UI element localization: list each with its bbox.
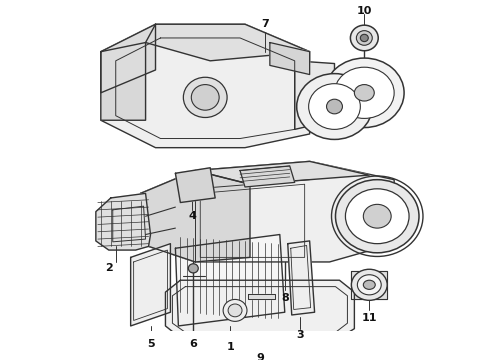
Polygon shape	[240, 166, 294, 187]
Polygon shape	[294, 61, 335, 129]
Circle shape	[356, 31, 372, 45]
Ellipse shape	[351, 269, 387, 300]
Ellipse shape	[357, 275, 381, 295]
Ellipse shape	[309, 84, 360, 129]
Polygon shape	[146, 24, 310, 61]
Ellipse shape	[335, 67, 394, 118]
Ellipse shape	[363, 280, 375, 289]
Ellipse shape	[324, 58, 404, 127]
Polygon shape	[196, 161, 369, 184]
Polygon shape	[166, 280, 354, 338]
Ellipse shape	[363, 204, 391, 228]
Polygon shape	[141, 161, 394, 262]
Polygon shape	[248, 294, 275, 300]
Text: 10: 10	[357, 5, 372, 15]
Text: 4: 4	[188, 211, 196, 221]
Ellipse shape	[183, 77, 227, 117]
Polygon shape	[96, 193, 150, 250]
Circle shape	[188, 264, 198, 273]
Polygon shape	[141, 171, 250, 262]
Text: 2: 2	[105, 264, 113, 273]
Text: 9: 9	[256, 353, 264, 360]
Circle shape	[350, 25, 378, 51]
Polygon shape	[175, 168, 215, 203]
Polygon shape	[131, 244, 171, 326]
Ellipse shape	[345, 189, 409, 244]
Ellipse shape	[297, 73, 372, 139]
Text: 3: 3	[296, 330, 303, 340]
Polygon shape	[351, 271, 387, 298]
Text: 7: 7	[261, 19, 269, 29]
Ellipse shape	[336, 180, 419, 253]
Polygon shape	[175, 234, 285, 326]
Polygon shape	[101, 24, 310, 148]
Text: 6: 6	[189, 339, 197, 349]
Polygon shape	[101, 42, 146, 120]
Ellipse shape	[326, 99, 343, 114]
Polygon shape	[101, 24, 155, 93]
Text: 5: 5	[147, 339, 154, 349]
Ellipse shape	[191, 85, 219, 110]
Ellipse shape	[354, 85, 374, 101]
Text: 8: 8	[281, 293, 289, 303]
Circle shape	[360, 34, 368, 42]
Text: 11: 11	[362, 313, 377, 323]
Polygon shape	[270, 42, 310, 75]
Polygon shape	[288, 241, 315, 315]
Circle shape	[228, 304, 242, 317]
Circle shape	[223, 300, 247, 321]
Text: 1: 1	[226, 342, 234, 352]
